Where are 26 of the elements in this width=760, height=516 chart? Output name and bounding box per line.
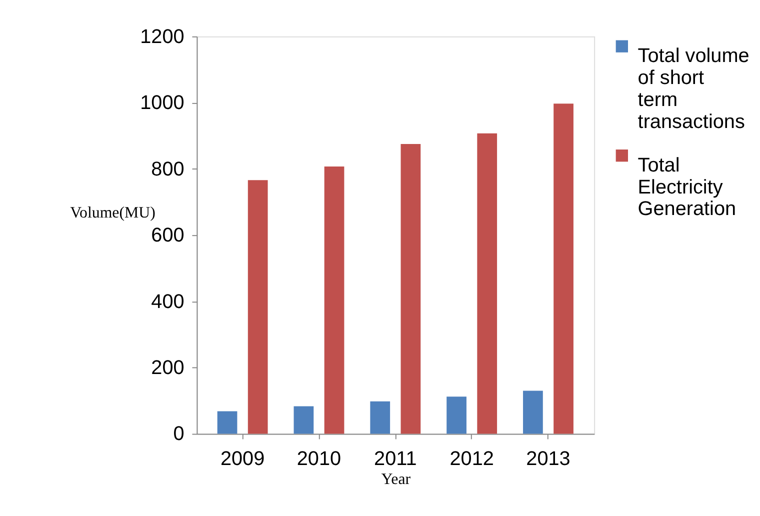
bar — [294, 406, 314, 434]
bar — [324, 166, 344, 434]
bar — [446, 396, 466, 434]
bar — [370, 401, 390, 434]
x-tick-label: 2012 — [450, 448, 494, 470]
y-tick-label: 600 — [151, 224, 184, 247]
bar — [217, 411, 238, 434]
y-axis-title: Volume(MU) — [70, 204, 156, 222]
x-tick-label: 2011 — [374, 448, 417, 470]
bar — [248, 180, 268, 434]
y-tick-label: 1200 — [140, 26, 184, 48]
legend-label: Total Electricity Generation — [638, 154, 736, 220]
y-tick-label: 400 — [151, 290, 184, 313]
y-tick-label: 800 — [151, 158, 184, 180]
bar — [477, 133, 498, 434]
x-tick-label: 2010 — [296, 448, 342, 470]
legend-label: Total volume of short term transactions — [638, 45, 750, 133]
x-tick-label: 2009 — [220, 448, 265, 470]
bar — [554, 104, 574, 434]
bar — [400, 144, 421, 434]
y-tick-label: 200 — [151, 356, 184, 379]
y-tick-label: 0 — [173, 423, 184, 446]
x-tick-label: 2013 — [526, 448, 570, 470]
y-tick-label: 1000 — [140, 92, 184, 114]
bar — [523, 390, 543, 434]
x-axis-title: Year — [381, 470, 412, 488]
